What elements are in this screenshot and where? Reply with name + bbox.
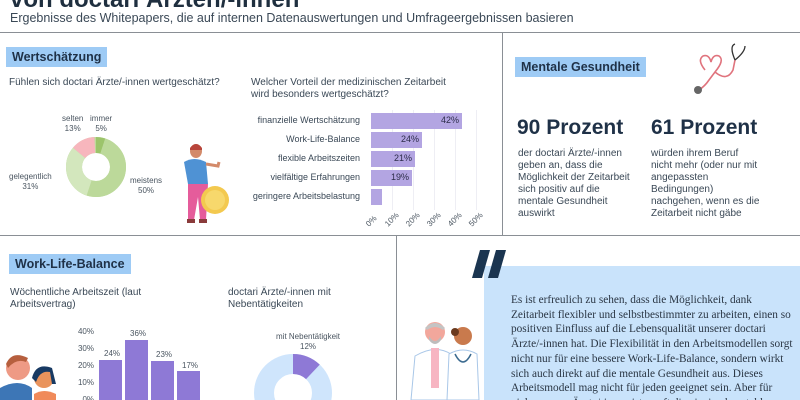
hours-question: Wöchentliche Arbeitszeit (laut Arbeitsve…: [10, 287, 142, 310]
label-text: selten: [62, 114, 84, 123]
stat-61-percent: 61 Prozent: [651, 116, 758, 139]
donut-question: Fühlen sich doctari Ärzte/-innen wertges…: [9, 77, 220, 88]
question-line-1: Welcher Vorteil der medizinischen Zeitar…: [251, 77, 446, 88]
quote-mark-icon: [472, 250, 508, 285]
gridline: [455, 110, 456, 210]
bar: 24%: [371, 132, 422, 148]
bar: 19%: [371, 170, 412, 186]
label-value: 12%: [300, 342, 317, 351]
label-text: meistens: [130, 176, 163, 185]
bar-value: 17%: [182, 361, 199, 370]
divider-middle: [0, 235, 800, 236]
bar-value: 42%: [440, 115, 459, 125]
bar-value: 24%: [104, 349, 121, 358]
bar-row: geringere Arbeitsbelastung: [240, 189, 490, 205]
stat-90-description: der doctari Ärzte/-innen geben an, dass …: [518, 148, 630, 219]
bar: [177, 371, 200, 400]
bar: 21%: [371, 151, 415, 167]
donut-svg: [66, 137, 126, 197]
donut-label-immer: immer 5%: [90, 114, 112, 134]
gridline: [434, 110, 435, 210]
bar-label: finanzielle Wertschätzung: [257, 115, 360, 125]
divider-bottom-vertical: [396, 235, 397, 400]
x-tick: 0%: [364, 213, 379, 229]
bar-value: 21%: [393, 153, 412, 163]
section-tag-mentale-gesundheit: Mentale Gesundheit: [515, 57, 646, 77]
donut-label-selten: selten 13%: [62, 114, 83, 134]
x-tick: 30%: [425, 210, 443, 229]
bars-area: [99, 331, 201, 400]
bar-label: flexible Arbeitszeiten: [277, 153, 360, 163]
bar-value: 36%: [130, 329, 147, 338]
donut-label-meistens: meistens 50%: [130, 176, 162, 196]
section-tag-wertschaetzung: Wertschätzung: [6, 47, 108, 67]
couple-illustration: [0, 348, 60, 400]
bar-label: vielfältige Erfahrungen: [270, 172, 360, 182]
label-value: 50%: [138, 186, 155, 195]
appreciation-donut-chart: [65, 136, 127, 198]
x-tick: 50%: [467, 210, 485, 229]
quote-box: [484, 266, 800, 400]
label-value: 31%: [22, 182, 39, 191]
label-text: mit Nebentätigkeit: [276, 332, 341, 341]
bar-label: geringere Arbeitsbelastung: [252, 191, 360, 201]
x-tick: 40%: [446, 210, 464, 229]
donut-label-gelegentlich: gelegentlich 31%: [9, 172, 52, 192]
stat-90-percent: 90 Prozent: [517, 116, 624, 139]
gridline: [476, 110, 477, 210]
side-job-question: doctari Ärzte/-innen mit Nebentätigkeite…: [228, 287, 331, 310]
stethoscope-heart-icon: [685, 42, 760, 100]
label-value: 5%: [95, 124, 107, 133]
y-tick: 20%: [77, 361, 94, 370]
label-text: immer: [90, 114, 113, 123]
bar: [99, 360, 122, 400]
woman-with-coin-illustration: [178, 142, 238, 228]
x-tick: 10%: [383, 210, 401, 229]
divider-top-vertical: [502, 32, 503, 235]
bar-row: finanzielle Wertschätzung 42%: [240, 113, 490, 129]
y-tick: 0%: [82, 395, 94, 400]
y-tick: 10%: [77, 378, 94, 387]
question-line-2: wird besonders wertgeschätzt?: [251, 89, 389, 100]
side-job-donut-label: mit Nebentätigkeit 12%: [276, 332, 340, 352]
divider-top: [0, 32, 800, 33]
bar: 42%: [371, 113, 462, 129]
page-title: von doctari Ärzten/-innen: [10, 0, 299, 14]
bar-row: Work-Life-Balance 24%: [240, 132, 490, 148]
doctors-illustration: [405, 318, 485, 400]
side-job-donut-chart: [253, 353, 333, 400]
label-text: gelegentlich: [9, 172, 52, 181]
x-tick: 20%: [404, 210, 422, 229]
bar-value: 24%: [400, 134, 419, 144]
y-tick: 30%: [77, 344, 94, 353]
bar-label: Work-Life-Balance: [286, 134, 360, 144]
bar: [125, 340, 148, 400]
section-tag-work-life-balance: Work-Life-Balance: [9, 254, 131, 274]
y-tick: 40%: [77, 327, 94, 336]
bar-value: 19%: [390, 172, 409, 182]
page-subtitle: Ergebnisse des Whitepapers, die auf inte…: [10, 11, 574, 25]
bar-row: flexible Arbeitszeiten 21%: [240, 151, 490, 167]
bar: [151, 361, 174, 400]
label-value: 13%: [64, 124, 81, 133]
quote-text: Es ist erfreulich zu sehen, dass die Mög…: [511, 294, 793, 400]
stat-61-description: würden ihrem Beruf nicht mehr (oder nur …: [651, 148, 760, 219]
bar-value: 23%: [156, 350, 173, 359]
bar: [371, 189, 382, 205]
bar-question: Welcher Vorteil der medizinischen Zeitar…: [251, 77, 501, 101]
bar-row: vielfältige Erfahrungen 19%: [240, 170, 490, 186]
